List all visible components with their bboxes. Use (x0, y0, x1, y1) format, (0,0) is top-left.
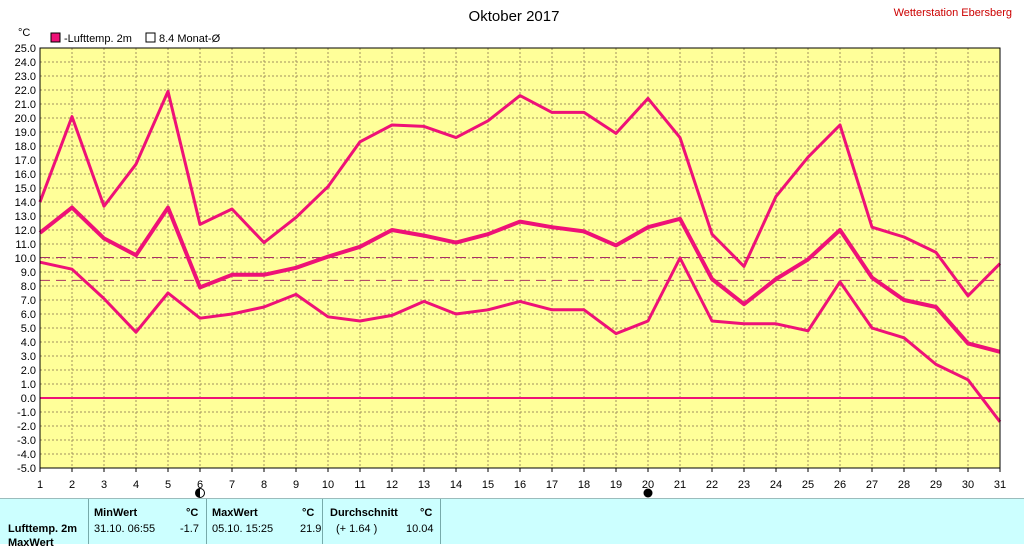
y-tick-label: 15.0 (15, 183, 36, 195)
x-tick-label: 25 (802, 479, 814, 491)
stats-panel: MinWert °C MaxWert °C Durchschnitt °C Lu… (0, 498, 1024, 549)
series-line-min (39, 256, 1002, 423)
legend-swatch-filled (50, 32, 61, 43)
y-tick-label: 10.0 (15, 253, 36, 265)
panel-divider (322, 499, 323, 544)
y-tick-label: 8.0 (21, 281, 36, 293)
max-unit: °C (302, 507, 315, 519)
x-tick-label: 28 (898, 479, 910, 491)
quarter-moon-shade (195, 488, 200, 498)
series-line-mean (38, 205, 1001, 354)
y-tick-label: 20.0 (15, 113, 36, 125)
min-value: -1.7 (180, 523, 199, 535)
x-tick-label: 20 (642, 479, 654, 491)
x-tick-label: 26 (834, 479, 846, 491)
legend-swatch-empty (145, 32, 156, 43)
x-tick-label: 11 (354, 479, 365, 491)
x-tick-label: 13 (418, 479, 430, 491)
avg-deviation: (+ 1.64 ) (336, 523, 378, 535)
x-tick-label: 31 (994, 479, 1006, 491)
x-tick-label: 10 (322, 479, 334, 491)
x-tick-label: 16 (514, 479, 526, 491)
x-axis-ticks: 1 2 3 4 5 6 7 8 9 10 11 12 13 14 15 16 17 18 19 20 21 22 23 24 2… (37, 468, 1006, 491)
avg-unit: °C (420, 507, 433, 519)
avg-value: 10.04 (406, 523, 434, 535)
x-tick-label: 21 (674, 479, 686, 491)
y-tick-label: -1.0 (17, 407, 36, 419)
y-tick-label: 11.0 (15, 239, 36, 251)
x-tick-label: 14 (450, 479, 462, 491)
station-name: Wetterstation Ebersberg (894, 7, 1012, 19)
series-line-max (38, 89, 1002, 298)
avg-header: Durchschnitt (330, 507, 398, 519)
x-tick-label: 12 (386, 479, 398, 491)
y-tick-label: 24.0 (15, 57, 36, 69)
legend-label-mean: 8.4 Monat-Ø (159, 33, 221, 45)
x-tick-label: 15 (482, 479, 494, 491)
legend-label-temp: -Lufttemp. 2m (64, 33, 132, 45)
y-tick-label: 19.0 (15, 127, 36, 139)
x-tick-label: 7 (229, 479, 235, 491)
y-tick-label: 13.0 (15, 211, 36, 223)
max-header: MaxWert (212, 507, 258, 519)
temperature-chart: 25.024.023.022.021.020.019.018.017.016.0… (14, 7, 1012, 498)
x-tick-label: 6 (197, 479, 203, 491)
y-tick-label: 3.0 (21, 351, 36, 363)
y-tick-label: 22.0 (15, 85, 36, 97)
chart-title: Oktober 2017 (469, 8, 560, 25)
y-tick-label: 4.0 (21, 337, 36, 349)
x-tick-label: 4 (133, 479, 139, 491)
y-tick-label: 7.0 (21, 295, 36, 307)
x-tick-label: 9 (293, 479, 299, 491)
y-tick-label: -4.0 (17, 449, 36, 461)
x-tick-label: 2 (69, 479, 75, 491)
y-tick-label: -5.0 (17, 463, 36, 475)
x-tick-label: 18 (578, 479, 590, 491)
min-unit: °C (186, 507, 199, 519)
x-tick-label: 22 (706, 479, 718, 491)
min-header: MinWert (94, 507, 138, 519)
series-group (38, 89, 1002, 423)
x-tick-label: 5 (165, 479, 171, 491)
row-label-temp: Lufttemp. 2m (8, 523, 78, 535)
x-tick-label: 30 (962, 479, 974, 491)
y-tick-label: -3.0 (17, 435, 36, 447)
x-tick-label: 23 (738, 479, 750, 491)
y-tick-label: 21.0 (15, 99, 36, 111)
x-tick-label: 19 (610, 479, 622, 491)
max-datetime: 05.10. 15:25 (212, 523, 274, 535)
y-tick-label: 1.0 (21, 379, 36, 391)
y-tick-label: 17.0 (15, 155, 36, 167)
x-tick-label: 3 (101, 479, 107, 491)
y-tick-label: 2.0 (21, 365, 36, 377)
panel-divider (206, 499, 207, 544)
panel-divider (440, 499, 441, 544)
x-tick-label: 8 (261, 479, 267, 491)
y-tick-label: 12.0 (15, 225, 36, 237)
y-tick-label: 0.0 (21, 393, 36, 405)
x-tick-label: 27 (866, 479, 878, 491)
x-tick-label: 17 (546, 479, 558, 491)
y-tick-label: 23.0 (15, 71, 36, 83)
y-tick-label: 14.0 (15, 197, 36, 209)
y-tick-label: 5.0 (21, 323, 36, 335)
x-tick-label: 1 (37, 479, 43, 491)
y-tick-label: 9.0 (21, 267, 36, 279)
y-tick-label: 18.0 (15, 141, 36, 153)
x-tick-label: 29 (930, 479, 942, 491)
moon-markers (195, 488, 653, 498)
max-value: 21.9 (300, 523, 322, 535)
y-tick-label: -2.0 (17, 421, 36, 433)
y-axis-unit: °C (18, 27, 30, 39)
y-tick-label: 16.0 (15, 169, 36, 181)
min-datetime: 31.10. 06:55 (94, 523, 156, 535)
row-label-next: MaxWert (8, 537, 54, 549)
x-tick-label: 24 (770, 479, 782, 491)
panel-divider (88, 499, 89, 544)
y-tick-label: 6.0 (21, 309, 36, 321)
y-tick-label: 25.0 (15, 43, 36, 55)
y-axis-ticks: 25.0 24.0 23.0 22.0 21.0 20.0 19.0 18.0 17.0 16.0… (15, 43, 36, 475)
new-moon-icon (643, 488, 653, 498)
